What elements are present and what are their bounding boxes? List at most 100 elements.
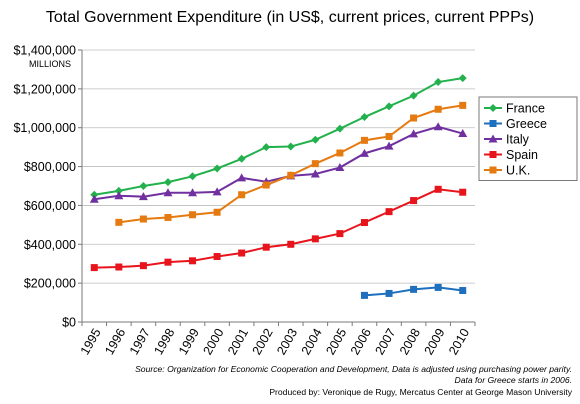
data-point-italy <box>114 191 124 200</box>
x-tick-label: 1997 <box>127 326 153 357</box>
x-tick-label: 2006 <box>348 326 374 357</box>
series-italy <box>89 122 468 203</box>
data-point-spain <box>213 253 221 261</box>
data-point-uk <box>164 213 172 221</box>
data-point-uk <box>410 114 418 122</box>
data-point-spain <box>360 219 368 227</box>
axes: $0 $200,000 $400,000 $600,000 $800,000 $1,000… <box>13 44 476 357</box>
data-point-spain <box>287 240 295 248</box>
legend-label-italy: Italy <box>506 133 530 147</box>
series-spain <box>90 185 467 272</box>
x-tick-label: 2005 <box>323 326 349 357</box>
data-point-italy <box>458 129 468 138</box>
series-line-spain <box>94 188 463 269</box>
y-tick-label: $1,200,000 <box>13 82 76 96</box>
x-tick-label: 2010 <box>446 326 472 357</box>
data-point-spain <box>139 262 147 270</box>
data-point-spain <box>189 257 197 265</box>
y-tick-label: $600,000 <box>24 199 76 213</box>
data-point-italy <box>188 188 198 197</box>
data-point-uk <box>139 215 147 223</box>
data-point-greece <box>410 285 418 293</box>
chart-title: Total Government Expenditure (in US$, cu… <box>46 9 534 26</box>
data-point-uk <box>385 132 393 140</box>
data-point-uk <box>336 149 344 157</box>
data-point-greece <box>385 289 393 297</box>
data-point-uk <box>360 136 368 144</box>
series-line-uk <box>118 104 463 224</box>
legend-label-spain: Spain <box>506 148 538 162</box>
x-tick-label: 2004 <box>299 326 325 357</box>
series-line-france <box>94 77 463 196</box>
unit-label: MILLIONS <box>29 59 71 69</box>
gridlines <box>82 49 475 284</box>
data-point-spain <box>238 249 246 257</box>
y-tick-label: $0 <box>62 316 76 330</box>
data-point-france <box>335 124 344 133</box>
data-point-spain <box>115 263 123 271</box>
data-point-spain <box>164 258 172 266</box>
y-tick-label: $800,000 <box>24 160 76 174</box>
x-tick-label: 2000 <box>201 326 227 357</box>
data-point-italy <box>335 163 345 172</box>
data-point-uk <box>434 105 442 113</box>
x-tick-label: 1995 <box>78 326 104 357</box>
legend-marker-spain <box>489 151 497 158</box>
data-point-italy <box>89 194 99 203</box>
legend-marker-italy <box>488 134 498 143</box>
data-point-spain <box>459 188 467 196</box>
y-tick-label: $400,000 <box>24 238 76 252</box>
data-point-italy <box>310 169 320 178</box>
data-point-france <box>262 143 271 152</box>
data-point-france <box>458 74 467 83</box>
legend-label-greece: Greece <box>506 117 547 131</box>
data-point-greece <box>459 287 467 295</box>
x-tick-label: 2002 <box>250 326 276 357</box>
data-point-france <box>188 172 197 181</box>
data-point-italy <box>138 192 148 201</box>
x-tick-label: 2007 <box>372 326 398 357</box>
data-point-spain <box>434 185 442 193</box>
data-point-france <box>360 113 369 122</box>
y-tick-label: $200,000 <box>24 277 76 291</box>
x-tick-label: 1996 <box>102 326 128 357</box>
series-line-italy <box>94 125 463 201</box>
series-france <box>90 74 467 199</box>
series-greece <box>360 283 467 299</box>
data-point-italy <box>163 188 173 197</box>
data-point-italy <box>212 187 222 196</box>
data-point-france <box>409 91 418 100</box>
data-point-france <box>163 178 172 187</box>
data-point-france <box>286 142 295 151</box>
data-point-france <box>213 164 222 173</box>
x-tick-label: 2008 <box>397 326 423 357</box>
source-note: Source: Organization for Economic Cooper… <box>135 364 572 374</box>
data-point-france <box>114 186 123 195</box>
series-uk <box>115 101 467 226</box>
data-point-uk <box>238 191 246 199</box>
series-group <box>89 74 468 299</box>
data-point-france <box>311 135 320 144</box>
y-tick-label: $1,000,000 <box>13 121 76 135</box>
data-point-greece <box>434 283 442 291</box>
data-point-uk <box>189 211 197 219</box>
data-point-france <box>237 154 246 163</box>
data-point-italy <box>409 129 419 138</box>
data-point-spain <box>410 197 418 205</box>
legend-label-france: France <box>506 102 545 116</box>
data-point-uk <box>115 218 123 226</box>
x-tick-label: 2009 <box>422 326 448 357</box>
data-point-italy <box>433 122 443 131</box>
data-point-italy <box>384 141 394 150</box>
data-point-uk <box>213 208 221 216</box>
data-point-spain <box>336 230 344 238</box>
legend-marker-uk <box>489 166 497 174</box>
x-tick-label: 2001 <box>225 326 251 357</box>
data-point-uk <box>262 181 270 189</box>
data-point-greece <box>360 291 368 299</box>
data-point-uk <box>459 101 467 109</box>
data-point-france <box>385 102 394 111</box>
